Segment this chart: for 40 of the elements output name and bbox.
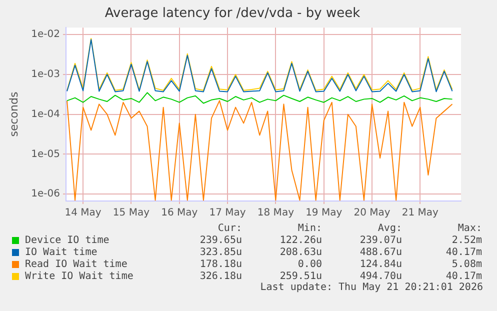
chart-title: Average latency for /dev/vda - by week [104,6,361,22]
legend-label: IO Wait time [24,247,98,259]
text: 40.17m [444,271,482,282]
legend-label: Device IO time [24,235,110,247]
y-tick-label: 1e-05 [31,148,60,160]
x-tick-label: 16 May [161,208,198,219]
y-tick-label: 1e-06 [31,188,60,200]
text: 124.84u [358,259,402,271]
text: 2.52m [450,235,482,247]
text: Cur: [216,223,242,235]
text: 5.08m [450,259,482,271]
x-tick-label: 15 May [112,208,150,219]
text: 488.67u [358,247,402,259]
text: 494.70u [358,271,402,282]
y-axis-title: seconds [7,92,20,137]
text: 40.17m [444,247,482,259]
x-tick-label: 17 May [209,208,246,219]
x-tick-label: 20 May [354,208,390,219]
y-tick-label: 1e-02 [31,29,60,40]
text: 239.65u [198,235,242,247]
legend-label: Read IO Wait time [24,259,128,271]
x-tick-label: 19 May [306,208,342,219]
text: 326.18u [198,271,242,283]
y-tick-label: 1e-04 [31,108,60,120]
y-tick-label: 1e-03 [31,69,60,80]
text: 0.00 [296,259,322,271]
x-tick-label: 18 May [257,208,294,219]
text: Last update: Thu May 21 20:21:01 2026 [260,282,483,293]
text: 239.07u [358,235,402,247]
text: 259.51u [278,271,322,282]
text: Min: [296,223,322,235]
legend-label: Write IO Wait time [24,271,134,283]
text: 208.63u [278,247,322,259]
text: 178.18u [198,259,242,271]
text: Avg: [376,223,402,235]
text: 323.85u [198,247,242,259]
text: Max: [456,223,482,235]
x-tick-label: 21 May [402,208,439,219]
text: 122.26u [278,235,322,247]
x-tick-label: 14 May [64,208,102,219]
